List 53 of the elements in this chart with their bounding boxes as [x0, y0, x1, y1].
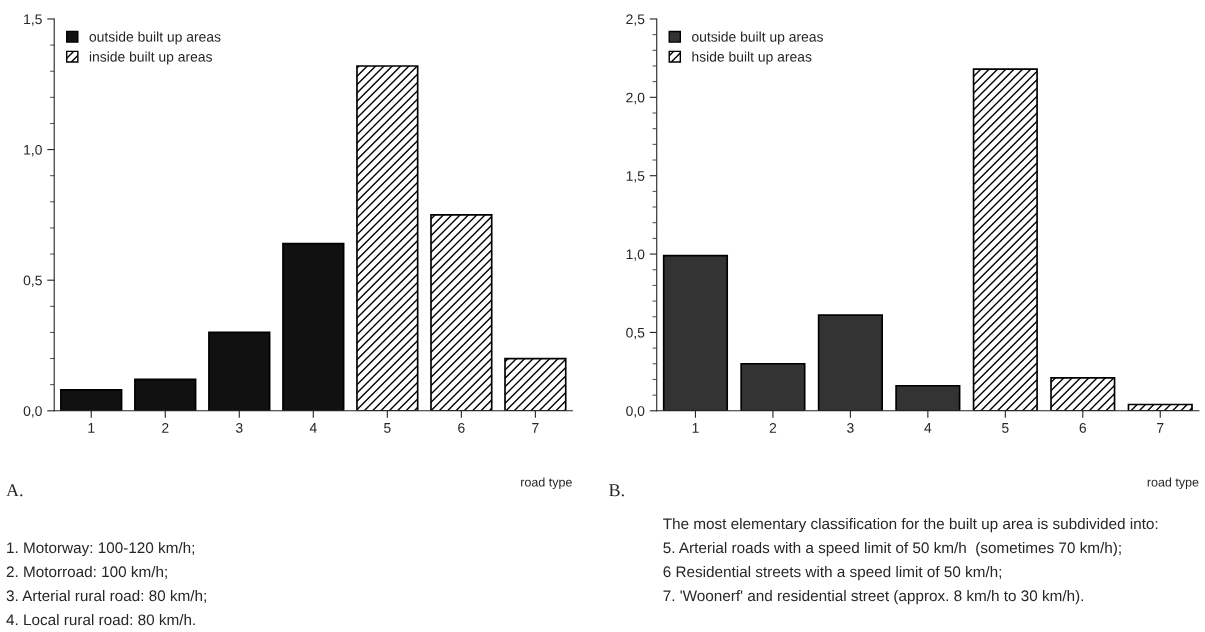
bar [60, 389, 123, 411]
bar [895, 384, 961, 411]
text: 2. Motorroad: 100 km/h; [6, 565, 167, 579]
bar [134, 378, 197, 411]
legend-label: outside built up areas [692, 31, 823, 45]
text: 6 Residential streets with a speed limit of 50 km/h; [663, 565, 1002, 581]
x-tick-label: 1 [692, 423, 699, 433]
bar [504, 357, 567, 411]
x-tick-label: 2 [162, 422, 169, 433]
bar [208, 331, 271, 411]
y-tick-label: 1,0 [24, 144, 42, 157]
y-tick-label: 1,5 [626, 171, 645, 183]
text: 3. Arterial rural road: 80 km/h; [6, 589, 206, 603]
bar [430, 214, 493, 411]
x-tick-label: 7 [1157, 423, 1164, 433]
x-tick-label: 6 [458, 422, 465, 433]
y-tick-label: 2,0 [626, 92, 645, 105]
text: A. [6, 484, 23, 497]
y-tick-label: 0,0 [23, 406, 42, 418]
x-tick-label: 4 [309, 423, 317, 433]
text: B. [609, 484, 624, 497]
text: The most elementary classification for the built up area is subdivided into: [663, 517, 1158, 533]
y-tick-label: 0,5 [626, 327, 645, 340]
bar [817, 314, 883, 411]
bar [662, 254, 729, 411]
x-axis-title: road type [1147, 477, 1199, 490]
y-tick-label: 2,5 [626, 14, 645, 26]
bar [972, 68, 1038, 411]
x-tick-label: 2 [769, 422, 777, 433]
x-tick-label: 1 [88, 423, 95, 433]
y-tick-label: 1,5 [24, 14, 42, 26]
x-tick-label: 7 [532, 423, 539, 433]
x-tick-label: 5 [384, 423, 391, 433]
text: 4. Local rural road: 80 km/h. [6, 613, 195, 626]
bar [740, 362, 806, 411]
y-tick-label: 1,0 [626, 249, 645, 261]
x-axis-title: road type [521, 477, 572, 490]
x-tick-label: 5 [1002, 423, 1009, 433]
legend-label: outside built up areas [89, 31, 221, 45]
text: 7. 'Woonerf' and residential street (approx. 8 km/h to 30 km/h). [663, 589, 1084, 605]
y-tick-label: 0,5 [23, 275, 42, 287]
legend-label: hside built up areas [692, 51, 812, 65]
x-tick-label: 3 [847, 422, 854, 433]
x-tick-label: 3 [235, 422, 243, 433]
bar [1050, 377, 1116, 411]
y-tick-label: 0,0 [626, 406, 645, 418]
text: 1. Motorway: 100-120 km/h; [7, 541, 195, 557]
bar [282, 242, 345, 411]
legend-label: inside built up areas [89, 51, 212, 65]
x-tick-label: 4 [924, 423, 932, 433]
text: 5. Arterial roads with a speed limit of 50 km/h (sometimes 70 km/h); [663, 541, 1121, 557]
x-tick-label: 6 [1079, 422, 1087, 433]
bar [356, 65, 419, 411]
